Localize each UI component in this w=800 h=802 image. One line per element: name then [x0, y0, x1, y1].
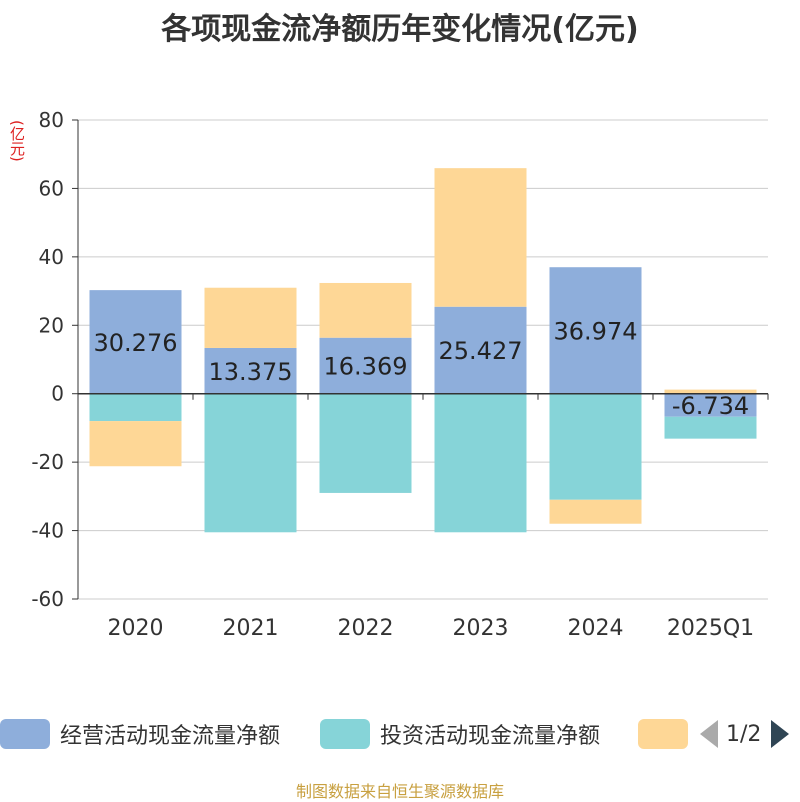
- x-tick-label-2020: 2020: [108, 616, 164, 641]
- legend-swatch-operating: [0, 719, 50, 749]
- x-tick-label-2025Q1: 2025Q1: [667, 616, 754, 641]
- bar-2020-series-1: [89, 393, 182, 422]
- legend-label-investing: 投资活动现金流量净额: [380, 724, 601, 749]
- bar-chart: 80 60 40 20 0 -20 -40 -60 30.276 13.375 16.369 25.4…: [31, 108, 769, 641]
- chart-title: 各项现金流净额历年变化情况(亿元): [161, 12, 639, 47]
- bar-2020-series-0: [89, 290, 182, 394]
- legend-swatch-financing: [638, 719, 688, 749]
- legend-page-indicator: 1/2: [726, 721, 762, 747]
- legend-pager: 1/2: [700, 716, 800, 752]
- legend-prev-icon[interactable]: [700, 720, 718, 748]
- y-tick-label: 60: [39, 176, 64, 200]
- bar-2024-series-2: [549, 499, 642, 524]
- legend-item-financing[interactable]: [638, 716, 688, 752]
- data-label-2022: 16.369: [324, 353, 408, 381]
- data-label-2020: 30.276: [94, 329, 178, 357]
- bar-2023-series-2: [434, 168, 527, 307]
- data-source-note: 制图数据来自恒生聚源数据库: [295, 782, 504, 801]
- legend-label-operating: 经营活动现金流量净额: [60, 724, 281, 749]
- bar-2024-series-1: [549, 393, 642, 500]
- bar-2023-series-0: [434, 306, 527, 394]
- bar-2023-series-1: [434, 393, 527, 533]
- bar-2020-series-2: [89, 421, 182, 467]
- y-axis-unit: (亿元): [8, 120, 26, 162]
- legend-next-icon[interactable]: [771, 720, 790, 748]
- bar-2021-series-0: [204, 347, 297, 394]
- x-tick-label-2023: 2023: [453, 616, 509, 641]
- bar-2022-series-2: [319, 282, 412, 338]
- y-tick-label: -60: [31, 587, 64, 611]
- y-tick-label: -40: [31, 519, 64, 543]
- y-tick-label: 20: [39, 313, 64, 337]
- bar-2021-series-1: [204, 393, 297, 533]
- bar-2025Q1-series-0: [664, 393, 757, 417]
- bar-2022-series-0: [319, 337, 412, 394]
- x-tick-label-2024: 2024: [568, 616, 624, 641]
- x-tick-label-2021: 2021: [223, 616, 279, 641]
- bar-2021-series-2: [204, 287, 297, 348]
- data-label-2025Q1: -6.734: [672, 392, 749, 420]
- y-tick-label: 0: [51, 382, 64, 406]
- legend-item-investing[interactable]: 投资活动现金流量净额: [320, 716, 600, 752]
- data-label-2023: 25.427: [439, 337, 523, 365]
- legend: 经营活动现金流量净额 投资活动现金流量净额 1/2: [0, 716, 800, 752]
- y-tick-label: -20: [31, 450, 64, 474]
- y-tick-label: 40: [39, 245, 64, 269]
- x-tick-label-2022: 2022: [338, 616, 394, 641]
- bar-2025Q1-series-2: [664, 389, 757, 394]
- bar-2025Q1-series-1: [664, 416, 757, 439]
- legend-swatch-investing: [320, 719, 370, 749]
- data-label-2021: 13.375: [209, 358, 293, 386]
- bar-2022-series-1: [319, 393, 412, 493]
- legend-item-operating[interactable]: 经营活动现金流量净额: [0, 716, 280, 752]
- data-label-2024: 36.974: [554, 317, 638, 345]
- bar-2024-series-0: [549, 267, 642, 394]
- y-tick-label: 80: [39, 108, 64, 132]
